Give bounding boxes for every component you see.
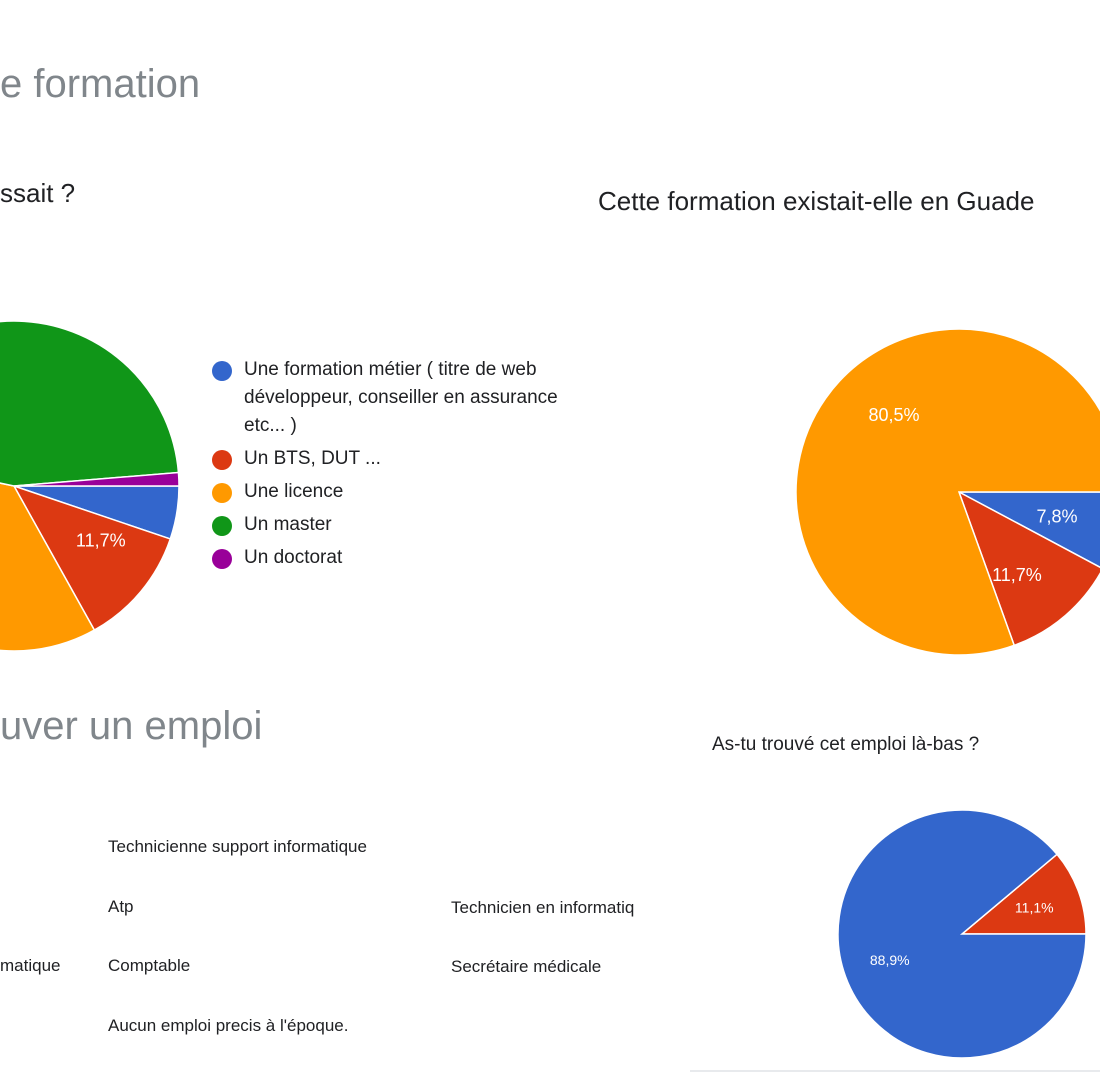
question-title-emploi-la-bas: As-tu trouvé cet emploi là-bas ?	[712, 734, 980, 755]
legend-dot-icon	[212, 361, 232, 381]
legend-dot-icon	[212, 483, 232, 503]
legend-label: Un master	[244, 514, 332, 535]
legend-item-doctorat[interactable]: Un doctorat	[212, 544, 572, 572]
pie-slice[interactable]	[958, 491, 1100, 569]
answer-word: Technicien en informatiq	[451, 898, 635, 917]
answer-word: Secrétaire médicale	[451, 957, 602, 976]
divider	[690, 1070, 1100, 1072]
pie-slice-label: 11,1%	[1015, 900, 1054, 916]
legend-item-licence[interactable]: Une licence	[212, 478, 572, 506]
pie-slice[interactable]	[13, 471, 180, 487]
pie-slice[interactable]	[957, 490, 1100, 647]
legend-label: Une formation métier ( titre de web déve…	[244, 359, 558, 436]
section-title-formation: e formation	[0, 62, 201, 106]
pie-slice[interactable]	[0, 320, 180, 487]
legend-label: Un doctorat	[244, 547, 343, 568]
answer-word: matique	[0, 956, 61, 975]
pie-slice[interactable]	[0, 452, 96, 652]
legend-dot-icon	[212, 549, 232, 569]
pie-slice-label: 7,8%	[1037, 507, 1078, 527]
pie-slice-label: 88,9%	[870, 952, 910, 968]
pie-slice[interactable]	[837, 809, 1087, 1059]
question-title-formation-guadeloupe: Cette formation existait-elle en Guade	[598, 186, 1035, 216]
legend-item-bts-dut[interactable]: Un BTS, DUT ...	[212, 445, 572, 473]
legend-dot-icon	[212, 450, 232, 470]
answer-word: Technicienne support informatique	[108, 837, 367, 856]
pie-slice[interactable]	[959, 853, 1087, 935]
question-title-type-formation: ssait ?	[0, 178, 76, 208]
legend-label: Une licence	[244, 481, 344, 502]
pie-slice-label: 80,5%	[869, 405, 920, 425]
legend-label: Un BTS, DUT ...	[244, 448, 381, 469]
legend-item-master[interactable]: Un master	[212, 511, 572, 539]
answer-word: Atp	[108, 897, 134, 916]
section-title-emploi: uver un emploi	[0, 704, 263, 748]
pie-slice-label: 11,7%	[76, 531, 126, 551]
pie-slice[interactable]	[795, 328, 1100, 656]
pie-slice[interactable]	[12, 484, 172, 632]
legend-item-formation-metier[interactable]: Une formation métier ( titre de web déve…	[212, 356, 572, 440]
answer-word: Comptable	[108, 956, 191, 975]
pie-slice-label: 11,7%	[992, 565, 1042, 585]
answer-word: Aucun emploi precis à l'époque.	[108, 1016, 349, 1035]
legend-type-formation: Une formation métier ( titre de web déve…	[212, 356, 572, 577]
legend-dot-icon	[212, 516, 232, 536]
